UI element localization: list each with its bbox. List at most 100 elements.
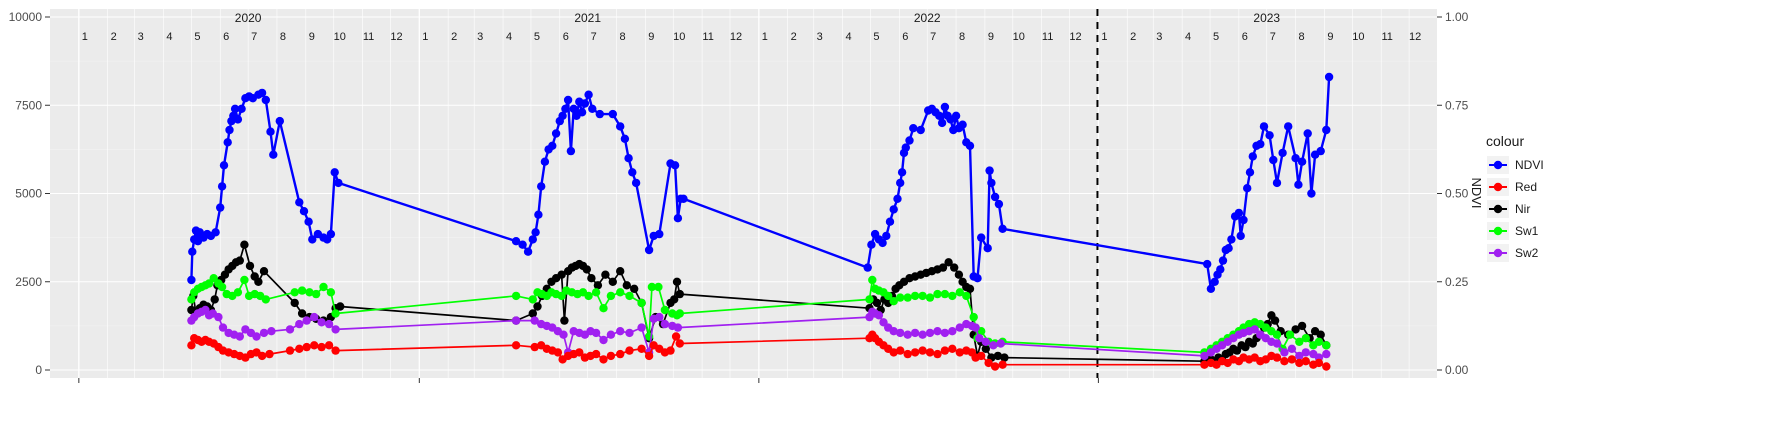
sw1-point (311, 289, 321, 299)
ndvi-point (1243, 184, 1252, 193)
sw2-point (1200, 351, 1209, 361)
sw1-point (1285, 330, 1295, 339)
sw2-point (948, 327, 957, 336)
ndvi-point (670, 161, 680, 170)
ndvi-point (1227, 235, 1236, 244)
ndvi-point (889, 205, 898, 214)
sw2-point (625, 328, 634, 338)
sw2-point (559, 330, 568, 339)
ndvi-point (295, 198, 304, 207)
red-point (1280, 357, 1289, 366)
ndvi-point (863, 263, 872, 272)
sw1-point (969, 312, 978, 322)
ndvi-point (673, 214, 683, 223)
ndvi-point (230, 104, 240, 114)
sw2-point (218, 323, 228, 332)
nir-point (528, 309, 537, 318)
red-point (530, 342, 539, 352)
nir-point (872, 298, 882, 308)
sw2-point (874, 311, 884, 320)
ndvi-point (644, 245, 654, 255)
month-label: 8 (1299, 31, 1305, 43)
ndvi-point (584, 90, 593, 99)
sw2-point (910, 328, 920, 338)
sw1-point (528, 295, 537, 304)
red-point (285, 346, 295, 355)
month-label: 11 (1042, 31, 1053, 43)
sw2-point (310, 312, 319, 322)
ndvi-point (511, 237, 521, 246)
ndvi-point (304, 217, 313, 226)
left-tick-label: 7500 (15, 98, 42, 112)
sw2-point (989, 341, 998, 350)
red-point (918, 346, 927, 355)
sw1-point (903, 293, 912, 302)
sw1-point (319, 282, 328, 292)
sw1-point (584, 291, 593, 301)
sw1-point (868, 275, 877, 285)
sw2-point (918, 330, 927, 339)
sw1-point (1301, 334, 1311, 343)
red-point (599, 355, 608, 364)
ndvi-point (897, 168, 907, 177)
month-label: 3 (1156, 31, 1162, 43)
ndvi-point (940, 102, 950, 112)
ndvi-point (531, 228, 540, 237)
nir-point (670, 295, 679, 304)
nir-point (1316, 330, 1325, 339)
red-point (1322, 362, 1331, 371)
nir-point (993, 351, 1003, 361)
red-point (257, 351, 267, 361)
ndvi-point (885, 217, 895, 226)
ndvi-point (588, 104, 597, 114)
month-label: 5 (194, 31, 200, 43)
month-label: 7 (1270, 31, 1276, 43)
ndvi-point (958, 120, 967, 129)
ndvi-point (1256, 139, 1265, 149)
red-point (575, 348, 584, 357)
red-point (265, 349, 274, 359)
nir-point (675, 289, 684, 299)
sw1-point (865, 295, 874, 304)
month-label: 12 (730, 31, 742, 43)
ndvi-point (994, 199, 1004, 209)
ndvi-point (1224, 244, 1233, 253)
legend-label-nir: Nir (1515, 202, 1530, 216)
red-point (666, 346, 675, 355)
left-tick-label: 5000 (15, 187, 42, 201)
nir-point (630, 284, 639, 293)
red-point (1287, 355, 1297, 364)
ndvi-point (299, 207, 309, 216)
sw1-point (233, 288, 243, 297)
red-point (511, 341, 521, 350)
sw2-point (259, 328, 269, 338)
ndvi-point (1324, 72, 1334, 82)
ndvi-point (983, 244, 992, 253)
sw1-point (1295, 337, 1304, 346)
ndvi-point (1272, 178, 1282, 188)
nir-point (954, 270, 964, 279)
ndvi-point (217, 182, 227, 191)
ndvi-point (563, 95, 573, 105)
red-point (302, 342, 311, 352)
ndvi-point (937, 118, 947, 128)
month-label: 4 (846, 31, 852, 43)
sw2-point (660, 319, 670, 329)
month-label: 9 (648, 31, 654, 43)
month-label: 11 (363, 31, 374, 43)
red-point (675, 339, 684, 348)
nir-point (297, 309, 307, 318)
series-ndvi (187, 72, 1334, 293)
sw2-point (606, 330, 616, 339)
ndvi-point (628, 168, 637, 177)
red-point (606, 351, 616, 361)
sw2-point (616, 327, 625, 336)
ndvi-point (216, 203, 225, 212)
ndvi-point (1259, 122, 1269, 131)
nir-point (965, 284, 975, 293)
month-label: 5 (873, 31, 879, 43)
ndvi-point (867, 240, 876, 249)
sw1-point (918, 291, 927, 301)
red-point (948, 344, 957, 353)
